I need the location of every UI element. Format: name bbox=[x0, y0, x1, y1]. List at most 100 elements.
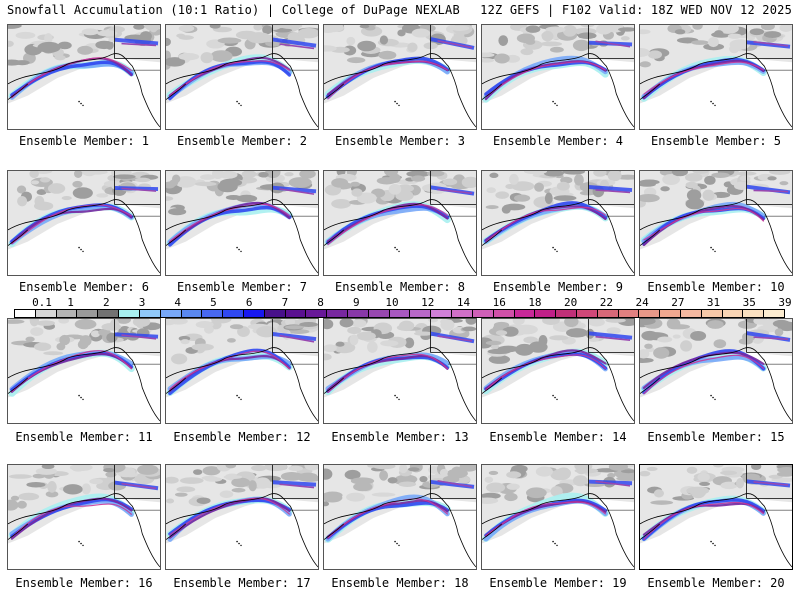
ensemble-member-map bbox=[639, 464, 793, 570]
ensemble-member-map bbox=[481, 318, 635, 424]
colorbar-segment bbox=[472, 310, 494, 317]
colorbar-ticks: 0.1 1 2 3 4 5 6 7 8 9 10 12 14 16 18 20 22 24 27 31 35 39 bbox=[14, 296, 792, 309]
colorbar-segment bbox=[764, 310, 785, 317]
colorbar-segment bbox=[743, 310, 765, 317]
colorbar-tick-label: 39 bbox=[778, 296, 792, 309]
ensemble-member-map bbox=[323, 24, 477, 130]
colorbar-tick-label: 0.1 bbox=[32, 296, 52, 309]
ensemble-member-label: Ensemble Member: 1 bbox=[18, 134, 150, 148]
colorbar-segment bbox=[160, 310, 182, 317]
ensemble-member-map bbox=[165, 318, 319, 424]
colorbar-segment bbox=[368, 310, 390, 317]
ensemble-member-label: Ensemble Member: 3 bbox=[334, 134, 466, 148]
colorbar-tick-label: 22 bbox=[599, 296, 613, 309]
colorbar-segment bbox=[681, 310, 702, 317]
colorbar-tick-label: 20 bbox=[564, 296, 578, 309]
colorbar-segment bbox=[119, 310, 140, 317]
colorbar-segment bbox=[223, 310, 244, 317]
colorbar-segment bbox=[35, 310, 57, 317]
ensemble-member-label: Ensemble Member: 16 bbox=[15, 576, 153, 590]
ensemble-member-label: Ensemble Member: 8 bbox=[334, 280, 466, 294]
ensemble-member-label: Ensemble Member: 17 bbox=[173, 576, 311, 590]
colorbar-tick-label: 35 bbox=[742, 296, 756, 309]
ensemble-member-label: Ensemble Member: 11 bbox=[15, 430, 153, 444]
ensemble-member-map bbox=[7, 464, 161, 570]
colorbar-segment bbox=[597, 310, 619, 317]
ensemble-member-label: Ensemble Member: 18 bbox=[331, 576, 469, 590]
colorbar-segment bbox=[56, 310, 78, 317]
colorbar-tick-label: 10 bbox=[385, 296, 399, 309]
ensemble-member-label: Ensemble Member: 14 bbox=[489, 430, 627, 444]
colorbar-segment bbox=[77, 310, 99, 317]
colorbar-tick-label: 31 bbox=[706, 296, 721, 309]
colorbar-segment bbox=[243, 310, 265, 317]
colorbar-segment bbox=[348, 310, 369, 317]
colorbar-segment bbox=[556, 310, 577, 317]
colorbar-tick-label: 18 bbox=[528, 296, 542, 309]
ensemble-member-label: Ensemble Member: 7 bbox=[176, 280, 308, 294]
colorbar-segment bbox=[639, 310, 661, 317]
colorbar-segment bbox=[181, 310, 203, 317]
colorbar-segment bbox=[535, 310, 557, 317]
colorbar-segment bbox=[410, 310, 432, 317]
ensemble-member-map bbox=[481, 170, 635, 276]
colorbar-segment bbox=[701, 310, 723, 317]
ensemble-member-map bbox=[165, 464, 319, 570]
colorbar-segment bbox=[15, 310, 36, 317]
colorbar-segment bbox=[389, 310, 411, 317]
ensemble-member-map bbox=[323, 170, 477, 276]
colorbar-tick-label: 9 bbox=[353, 296, 360, 309]
ensemble-member-map bbox=[639, 170, 793, 276]
colorbar-segment bbox=[514, 310, 536, 317]
ensemble-member-map bbox=[165, 170, 319, 276]
colorbar-segment bbox=[618, 310, 640, 317]
colorbar-tick-label: 16 bbox=[492, 296, 506, 309]
colorbar-tick-label: 7 bbox=[281, 296, 289, 309]
colorbar-segment bbox=[98, 310, 120, 317]
ensemble-member-map bbox=[7, 24, 161, 130]
colorbar-tick-label: 5 bbox=[210, 296, 217, 309]
colorbar-tick-label: 6 bbox=[245, 296, 253, 309]
ensemble-member-map bbox=[323, 464, 477, 570]
ensemble-member-label: Ensemble Member: 19 bbox=[489, 576, 627, 590]
map-title: Snowfall Accumulation (10:1 Ratio) | Col… bbox=[7, 3, 460, 17]
ensemble-member-label: Ensemble Member: 20 bbox=[647, 576, 785, 590]
colorbar-segment bbox=[660, 310, 681, 317]
colorbar-tick-label: 3 bbox=[138, 296, 146, 309]
ensemble-member-label: Ensemble Member: 6 bbox=[18, 280, 150, 294]
colorbar-tick-label: 24 bbox=[635, 296, 649, 309]
colorbar-tick-label: 4 bbox=[174, 296, 182, 309]
colorbar-segment bbox=[202, 310, 224, 317]
colorbar-tick-label: 14 bbox=[456, 296, 471, 309]
ensemble-member-map bbox=[639, 318, 793, 424]
colorbar-tick-label: 1 bbox=[67, 296, 74, 309]
colorbar-segment bbox=[306, 310, 328, 317]
ensemble-member-label: Ensemble Member: 2 bbox=[176, 134, 308, 148]
ensemble-member-label: Ensemble Member: 10 bbox=[647, 280, 785, 294]
ensemble-member-map bbox=[165, 24, 319, 130]
colorbar-tick-label: 8 bbox=[317, 296, 324, 309]
ensemble-member-label: Ensemble Member: 12 bbox=[173, 430, 311, 444]
colorbar-segment bbox=[327, 310, 348, 317]
ensemble-member-label: Ensemble Member: 9 bbox=[492, 280, 624, 294]
colorbar-segment bbox=[493, 310, 515, 317]
ensemble-member-map bbox=[7, 170, 161, 276]
ensemble-member-map bbox=[481, 464, 635, 570]
colorbar-segment bbox=[452, 310, 473, 317]
ensemble-member-label: Ensemble Member: 15 bbox=[647, 430, 785, 444]
colorbar-tick-label: 12 bbox=[421, 296, 435, 309]
run-info: 12Z GEFS | F102 Valid: 18Z WED NOV 12 20… bbox=[480, 3, 792, 17]
colorbar-segment bbox=[139, 310, 161, 317]
colorbar-tick-label: 27 bbox=[671, 296, 685, 309]
colorbar-segment bbox=[722, 310, 744, 317]
colorbar bbox=[14, 309, 785, 318]
colorbar-segment bbox=[431, 310, 453, 317]
colorbar-segment bbox=[264, 310, 286, 317]
ensemble-member-map bbox=[639, 24, 793, 130]
colorbar-segment bbox=[285, 310, 307, 317]
ensemble-member-map bbox=[481, 24, 635, 130]
ensemble-member-label: Ensemble Member: 13 bbox=[331, 430, 469, 444]
colorbar-segment bbox=[576, 310, 598, 317]
ensemble-member-map bbox=[7, 318, 161, 424]
ensemble-member-map bbox=[323, 318, 477, 424]
